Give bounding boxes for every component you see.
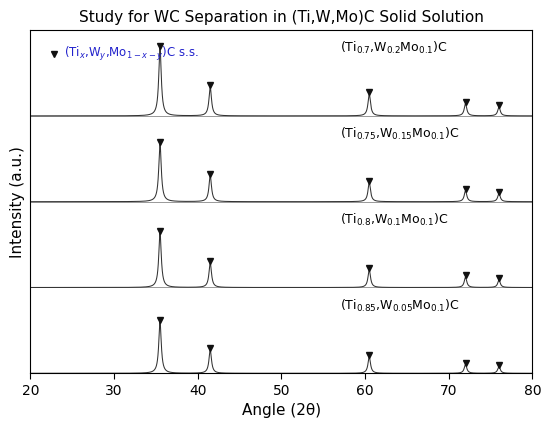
Title: Study for WC Separation in (Ti,W,Mo)C Solid Solution: Study for WC Separation in (Ti,W,Mo)C So…	[79, 10, 484, 25]
Text: (Ti$_{0.85}$,W$_{0.05}$Mo$_{0.1}$)C: (Ti$_{0.85}$,W$_{0.05}$Mo$_{0.1}$)C	[340, 298, 460, 314]
Text: (Ti$_{0.7}$,W$_{0.2}$Mo$_{0.1}$)C: (Ti$_{0.7}$,W$_{0.2}$Mo$_{0.1}$)C	[340, 40, 448, 56]
Text: (Ti$_{0.75}$,W$_{0.15}$Mo$_{0.1}$)C: (Ti$_{0.75}$,W$_{0.15}$Mo$_{0.1}$)C	[340, 126, 460, 142]
Text: (Ti$_{x}$,W$_{y}$,Mo$_{1-x-y}$)C s.s.: (Ti$_{x}$,W$_{y}$,Mo$_{1-x-y}$)C s.s.	[64, 45, 198, 63]
X-axis label: Angle (2θ): Angle (2θ)	[242, 403, 321, 418]
Text: (Ti$_{0.8}$,W$_{0.1}$Mo$_{0.1}$)C: (Ti$_{0.8}$,W$_{0.1}$Mo$_{0.1}$)C	[340, 212, 449, 228]
Y-axis label: Intensity (a.u.): Intensity (a.u.)	[10, 146, 25, 258]
